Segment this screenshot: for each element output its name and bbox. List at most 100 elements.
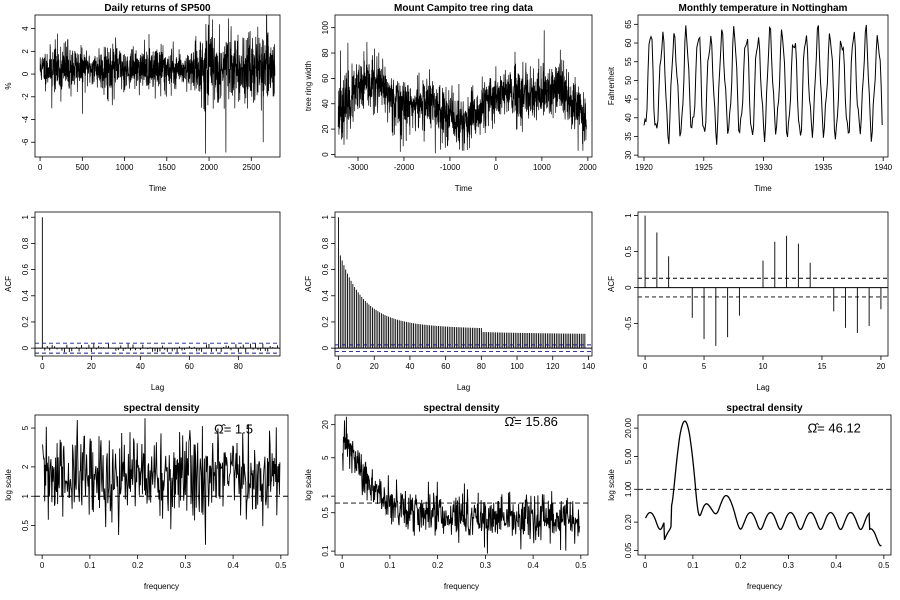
panel-spec1: spectral density 0 0.1 0.2 0.3 0.4 0.5 0.5 1 2 5 fr… — [4, 403, 289, 591]
plot-frame — [34, 414, 289, 556]
y-tick-label: 1 — [21, 493, 30, 498]
x-tick-label: 60 — [441, 362, 450, 371]
x-axis-label: Lag — [457, 383, 470, 392]
x-tick-label: 80 — [477, 362, 486, 371]
y-tick-label: 0.4 — [21, 290, 30, 302]
y-tick-label: 0 — [321, 152, 330, 157]
x-tick-label: 0.1 — [384, 561, 396, 570]
plot-frame — [334, 14, 593, 158]
x-tick-label: 1930 — [755, 163, 773, 172]
y-tick-label: 0.1 — [321, 545, 330, 557]
x-axis-label: Time — [754, 184, 772, 193]
x-tick-label: 10 — [759, 362, 768, 371]
plot-area — [638, 215, 888, 346]
y-tick-label: 0.5 — [21, 520, 30, 532]
y-tick-label: 2 — [21, 49, 30, 54]
plot-area — [35, 418, 288, 545]
x-tick-label: 1935 — [815, 163, 833, 172]
x-tick-label: 140 — [582, 362, 596, 371]
chart-title: Mount Campito tree ring data — [394, 3, 533, 14]
y-tick-label: 1.00 — [624, 481, 633, 497]
y-tick-label: 65 — [624, 19, 633, 28]
x-axis-label: frequency — [747, 582, 782, 591]
y-tick-label: 0.5 — [624, 245, 633, 257]
y-tick-label: 0.5 — [321, 507, 330, 519]
y-tick-label: 0.20 — [624, 514, 633, 530]
x-axis-label: frequency — [444, 582, 479, 591]
x-axis-label: Time — [455, 184, 473, 193]
y-tick-label: 60 — [624, 38, 633, 47]
x-tick-label: 0.2 — [735, 561, 747, 570]
x-tick-label: 0 — [643, 362, 648, 371]
y-tick-label: 30 — [624, 150, 633, 159]
x-tick-label: 0.4 — [228, 561, 240, 570]
y-tick-label: 0 — [21, 345, 30, 350]
panel-acf3: 0 5 10 15 20 -0.5 0 0.5 1 Lag ACF — [607, 211, 889, 392]
y-axis-label: log scale — [4, 469, 13, 501]
plot-frame — [637, 414, 892, 556]
x-tick-label: 1000 — [116, 163, 134, 172]
x-tick-label: 0.1 — [687, 561, 699, 570]
x-tick-label: 40 — [406, 362, 415, 371]
plot-area — [35, 217, 280, 354]
spectrum-line — [342, 416, 581, 554]
x-tick-label: 1000 — [533, 163, 551, 172]
x-tick-label: 20 — [876, 362, 885, 371]
y-tick-label: 0.6 — [321, 263, 330, 275]
x-tick-label: 0.4 — [528, 561, 540, 570]
y-tick-label: 1 — [321, 214, 330, 219]
x-axis-label: Lag — [151, 383, 164, 392]
y-tick-label: 20 — [321, 420, 330, 429]
x-tick-label: 80 — [234, 362, 243, 371]
chart-title: Monthly temperature in Nottingham — [679, 3, 848, 14]
panel-sp500: Daily returns of SP500 0 500 1000 1500 2000 25… — [4, 3, 281, 193]
panel-nottem: Monthly temperature in Nottingham 1920 192… — [607, 3, 893, 193]
y-axis-label: ACF — [304, 276, 313, 292]
y-tick-label: 1 — [321, 493, 330, 498]
x-tick-label: -2000 — [394, 163, 415, 172]
y-axis-label: log scale — [304, 469, 313, 501]
x-tick-label: 15 — [818, 362, 827, 371]
plot-frame — [334, 211, 593, 357]
x-tick-label: 0.4 — [831, 561, 843, 570]
y-tick-label: -0.5 — [624, 316, 633, 330]
y-tick-label: 50 — [624, 75, 633, 84]
x-tick-label: 120 — [546, 362, 560, 371]
x-tick-label: 0.1 — [84, 561, 96, 570]
y-tick-label: -2 — [21, 93, 30, 101]
y-axis-label: ACF — [4, 276, 13, 292]
x-axis-label: frequency — [144, 582, 179, 591]
panel-acf2: 0 20 40 60 80 100 120 140 0 0.2 0.4 0.6 0.8 1 Lag ACF — [304, 211, 596, 392]
x-tick-label: 0.5 — [878, 561, 890, 570]
y-tick-label: 40 — [624, 113, 633, 122]
omega-annotation: Ω̂= 15.86 — [504, 414, 557, 429]
y-tick-label: 5 — [21, 425, 30, 430]
x-tick-label: -1000 — [440, 163, 461, 172]
y-axis-label: ACF — [607, 276, 616, 292]
chart-title: spectral density — [726, 403, 803, 414]
x-tick-label: 40 — [136, 362, 145, 371]
plot-area — [335, 217, 592, 352]
x-tick-label: 0 — [40, 362, 45, 371]
y-tick-label: 1 — [624, 213, 633, 218]
y-tick-label: 0 — [321, 345, 330, 350]
x-tick-label: 1500 — [158, 163, 176, 172]
plot-area — [39, 15, 276, 154]
panel-spec3: spectral density 0 0.1 0.2 0.3 0.4 0.5 0.05 0.20… — [607, 403, 892, 591]
x-tick-label: 60 — [185, 362, 194, 371]
panel-acf1: 0 20 40 60 80 0 0.2 0.4 0.6 0.8 1 Lag ACF — [4, 211, 281, 392]
x-tick-label: 2000 — [579, 163, 597, 172]
plot-frame — [34, 211, 281, 357]
y-tick-label: 4 — [21, 26, 30, 31]
y-tick-label: 1 — [21, 214, 30, 219]
x-tick-label: 0 — [340, 561, 345, 570]
y-tick-label: 0.8 — [21, 237, 30, 249]
y-tick-label: 55 — [624, 57, 633, 66]
chart-title: spectral density — [423, 403, 500, 414]
x-tick-label: 0 — [643, 561, 648, 570]
y-tick-label: 0.6 — [21, 263, 30, 275]
y-tick-label: 5 — [321, 455, 330, 460]
x-axis-label: Time — [149, 184, 167, 193]
plot-frame — [34, 14, 281, 158]
